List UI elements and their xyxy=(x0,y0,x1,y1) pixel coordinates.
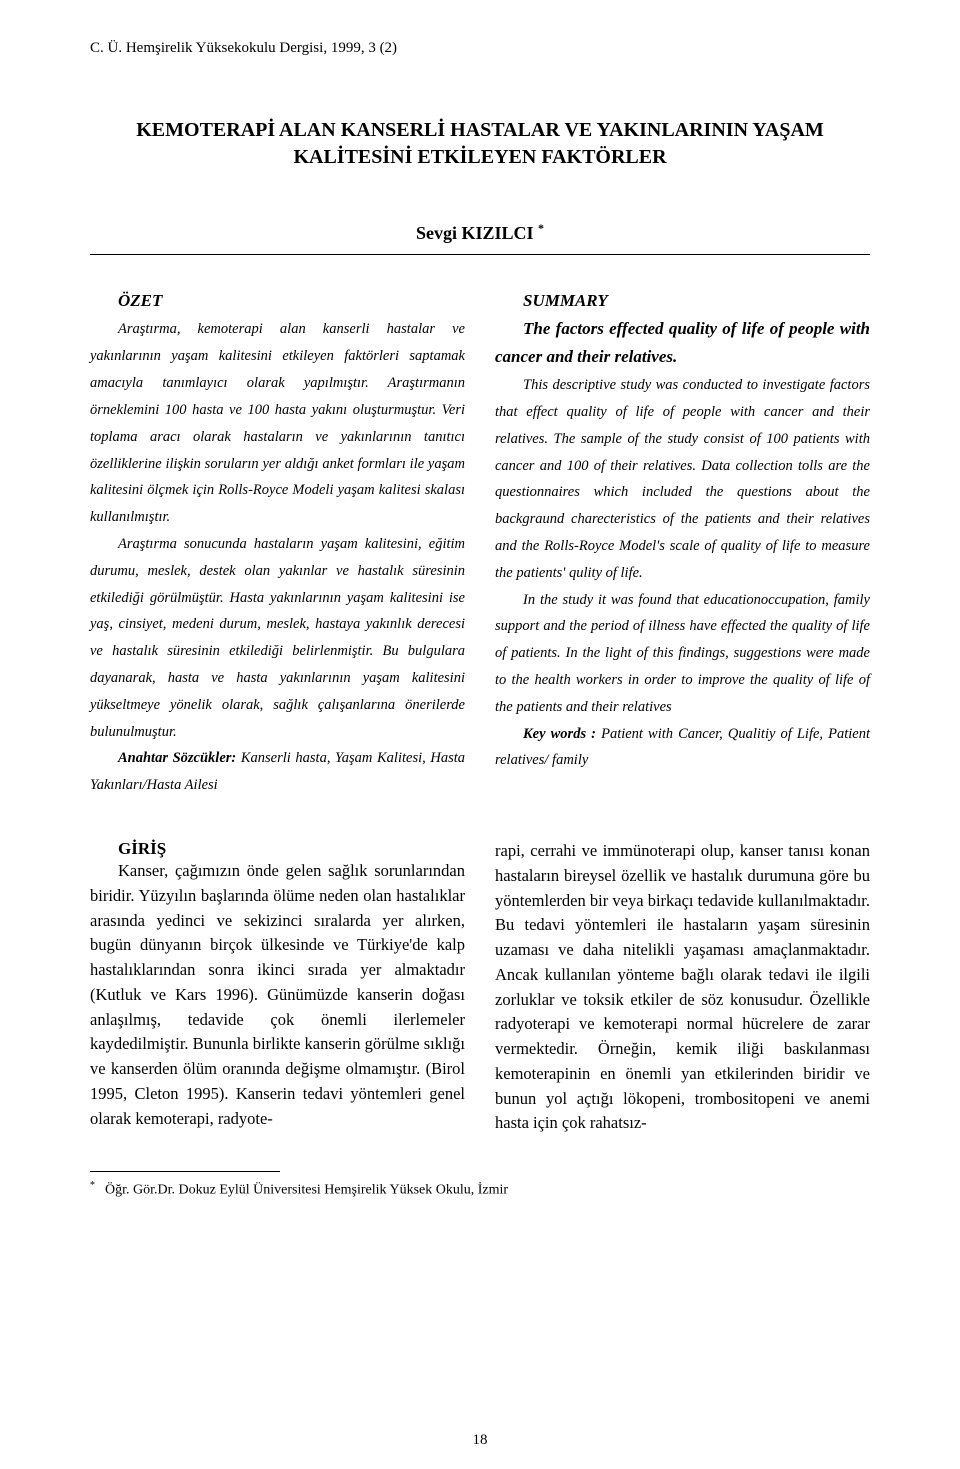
footnote-marker: * xyxy=(90,1180,95,1191)
ozet-paragraph-2: Araştırma sonucunda hastaların yaşam kal… xyxy=(90,536,465,740)
giris-heading: GİRİŞ xyxy=(90,839,465,859)
author-name: Sevgi KIZILCI xyxy=(416,223,534,243)
body-columns: GİRİŞ Kanser, çağımızın önde gelen sağlı… xyxy=(90,839,870,1136)
body-right-column: rapi, cerrahi ve immünoterapi olup, kans… xyxy=(495,839,870,1136)
giris-right-paragraph: rapi, cerrahi ve immünoterapi olup, kans… xyxy=(495,841,870,1132)
summary-heading: SUMMARY xyxy=(523,291,608,310)
author-line: Sevgi KIZILCI * xyxy=(90,221,870,244)
summary-keywords-label: Key words : xyxy=(523,726,596,742)
abstract-right-column: SUMMARY The factors effected quality of … xyxy=(495,285,870,799)
abstract-left-column: ÖZET Araştırma, kemoterapi alan kanserli… xyxy=(90,285,465,799)
abstract-columns: ÖZET Araştırma, kemoterapi alan kanserli… xyxy=(90,285,870,799)
body-left-column: GİRİŞ Kanser, çağımızın önde gelen sağlı… xyxy=(90,839,465,1136)
giris-right-text: rapi, cerrahi ve immünoterapi olup, kans… xyxy=(495,839,870,1136)
giris-left-paragraph: Kanser, çağımızın önde gelen sağlık soru… xyxy=(90,861,465,1128)
footnote-text: Öğr. Gör.Dr. Dokuz Eylül Üniversitesi He… xyxy=(105,1183,508,1198)
page-number: 18 xyxy=(0,1432,960,1449)
journal-header: C. Ü. Hemşirelik Yüksekokulu Dergisi, 19… xyxy=(90,40,870,57)
author-marker: * xyxy=(538,221,544,235)
summary-body: SUMMARY The factors effected quality of … xyxy=(495,285,870,774)
ozet-heading: ÖZET xyxy=(118,291,162,310)
ozet-keywords-label: Anahtar Sözcükler: xyxy=(118,750,236,766)
summary-subheading: The factors effected quality of life of … xyxy=(495,319,870,366)
summary-paragraph-2: In the study it was found that education… xyxy=(495,592,870,715)
ozet-paragraph-1: Araştırma, kemoterapi alan kanserli hast… xyxy=(90,321,465,525)
footnote: * Öğr. Gör.Dr. Dokuz Eylül Üniversitesi H… xyxy=(90,1180,870,1199)
giris-left-text: Kanser, çağımızın önde gelen sağlık soru… xyxy=(90,859,465,1131)
footnote-separator xyxy=(90,1171,280,1172)
article-title: KEMOTERAPİ ALAN KANSERLİ HASTALAR VE YAK… xyxy=(90,117,870,171)
summary-paragraph-1: This descriptive study was conducted to … xyxy=(495,377,870,581)
title-separator xyxy=(90,254,870,255)
ozet-body: ÖZET Araştırma, kemoterapi alan kanserli… xyxy=(90,285,465,799)
